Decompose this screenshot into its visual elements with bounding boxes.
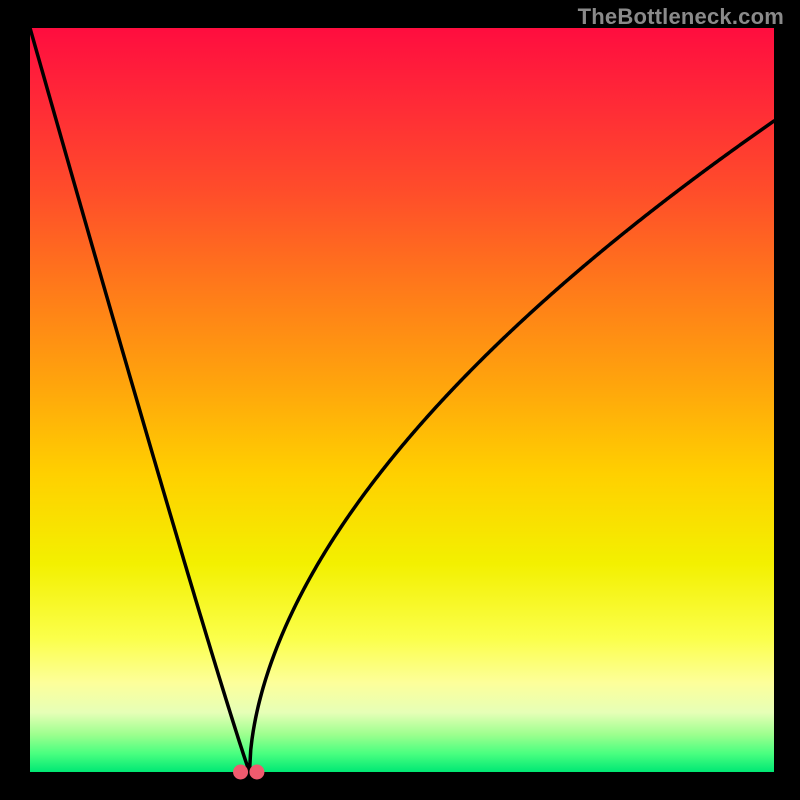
chart-container: TheBottleneck.com: [0, 0, 800, 800]
watermark-text: TheBottleneck.com: [578, 4, 784, 30]
marker-dot: [233, 765, 248, 780]
plot-background: [30, 28, 774, 772]
marker-dot: [249, 765, 264, 780]
bottleneck-chart: [0, 0, 800, 800]
